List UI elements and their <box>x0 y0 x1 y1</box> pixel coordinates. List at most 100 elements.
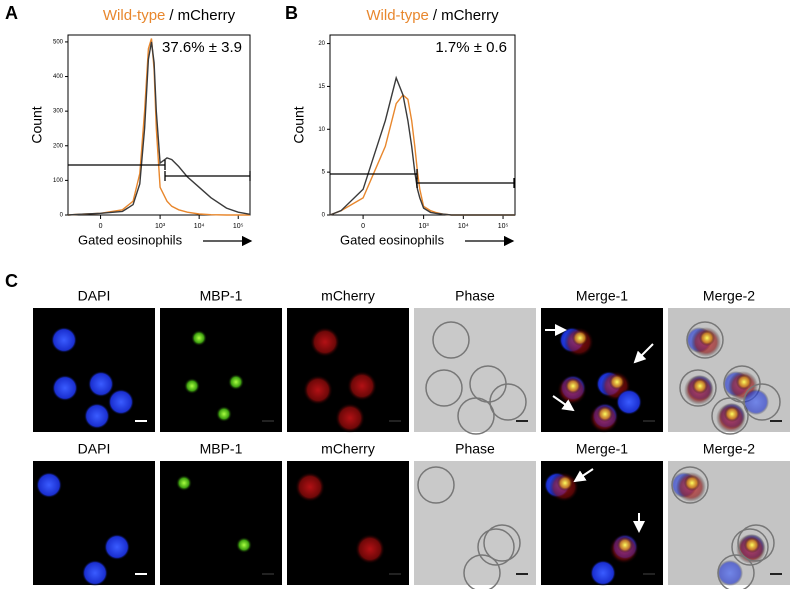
x-tick-label: 10³ <box>155 223 166 230</box>
y-tick-label: 300 <box>53 109 64 115</box>
x-tick-label: 0 <box>361 223 365 230</box>
mbp-signal <box>736 374 752 390</box>
micrograph <box>160 461 282 585</box>
channel-label: DAPI <box>78 441 111 457</box>
micrograph <box>414 461 536 589</box>
image-bg <box>414 461 536 585</box>
x-axis-label: Gated eosinophils <box>340 232 445 247</box>
mcherry-signal <box>303 375 333 405</box>
mbp-signal <box>609 374 625 390</box>
histogram-line <box>67 38 250 216</box>
legend-entry: Wild-type <box>366 7 429 24</box>
nucleus <box>108 389 134 415</box>
scale-bar <box>516 573 528 575</box>
mcherry-signal <box>335 403 365 433</box>
scale-bar <box>389 573 401 575</box>
legend-entry: mCherry <box>178 7 236 24</box>
y-tick-label: 0 <box>60 213 64 219</box>
x-tick-label: 10⁴ <box>194 223 205 230</box>
channel-label: mCherry <box>321 441 375 457</box>
arrow <box>573 468 594 483</box>
scale-bar <box>770 420 782 422</box>
panel-label: B <box>285 3 298 23</box>
mbp-signal <box>699 330 715 346</box>
mcherry-signal <box>355 534 385 564</box>
y-tick-label: 400 <box>53 74 64 80</box>
cell-outline <box>483 524 521 562</box>
scale-bar <box>643 420 655 422</box>
channel-label: MBP-1 <box>200 288 243 304</box>
y-axis-label: Count <box>291 106 307 143</box>
y-tick-label: 15 <box>318 84 325 90</box>
scale-bar <box>516 420 528 422</box>
cell-outline <box>737 524 775 562</box>
x-tick-label: 10⁴ <box>458 223 469 230</box>
y-tick-label: 0 <box>322 213 326 219</box>
channel-label: Merge-2 <box>703 441 755 457</box>
micrograph <box>160 308 282 432</box>
mbp-signal <box>216 406 232 422</box>
y-tick-label: 20 <box>318 41 325 47</box>
nucleus <box>104 534 130 560</box>
legend-separator: / <box>169 7 174 24</box>
channel-label: DAPI <box>78 288 111 304</box>
cell-outline <box>463 554 501 589</box>
y-tick-label: 100 <box>53 178 64 184</box>
legend: Wild-type / mCherry <box>103 7 236 24</box>
micrograph <box>33 461 155 586</box>
mbp-signal <box>744 537 760 553</box>
nucleus <box>743 389 769 415</box>
arrow <box>552 395 575 412</box>
panel-label: C <box>5 271 18 291</box>
mbp-signal <box>191 330 207 346</box>
mbp-signal <box>228 374 244 390</box>
cell-outline <box>743 383 781 421</box>
cell-outline <box>686 321 724 359</box>
nucleus <box>616 389 642 415</box>
nucleus <box>51 327 77 353</box>
nucleus <box>36 472 62 498</box>
scale-bar <box>770 573 782 575</box>
mbp-signal <box>724 406 740 422</box>
x-tick-label: 0 <box>99 223 103 230</box>
histogram-line <box>329 93 515 216</box>
mcherry-signal <box>310 327 340 357</box>
legend-entry: Wild-type <box>103 7 166 24</box>
cell-outline <box>432 321 470 359</box>
micrograph <box>668 461 790 589</box>
x-tick-label: 10³ <box>419 223 430 230</box>
annotation: 1.7% ± 0.6 <box>435 39 507 56</box>
scale-bar <box>389 420 401 422</box>
scale-bar <box>643 573 655 575</box>
mbp-signal <box>176 475 192 491</box>
micrographs: C DAPI MBP-1 mCherry Phase Merge-1 Merge-2 DAPI… <box>5 271 790 589</box>
mbp-signal <box>684 475 700 491</box>
channel-label: Phase <box>455 441 495 457</box>
channel-label: Merge-2 <box>703 288 755 304</box>
mbp-signal <box>572 330 588 346</box>
channel-label: mCherry <box>321 288 375 304</box>
cell-outline <box>717 554 755 589</box>
mcherry-signal <box>347 371 377 401</box>
image-bg <box>414 308 536 432</box>
panel-label: A <box>5 3 18 23</box>
cell-outline <box>477 528 515 566</box>
legend-entry: mCherry <box>441 7 499 24</box>
nucleus <box>717 560 743 586</box>
y-tick-label: 200 <box>53 143 64 149</box>
x-tick-label: 10⁵ <box>233 223 244 230</box>
channel-label: Merge-1 <box>576 288 628 304</box>
x-tick-label: 10⁵ <box>498 223 509 230</box>
y-tick-label: 5 <box>322 170 326 176</box>
mbp-signal <box>692 378 708 394</box>
legend-separator: / <box>433 7 438 24</box>
micrograph <box>414 308 536 435</box>
plot-frame <box>67 34 251 216</box>
nucleus <box>84 403 110 429</box>
cell-outline <box>457 397 495 435</box>
scale-bar <box>135 573 147 575</box>
mbp-signal <box>557 475 573 491</box>
channel-label: MBP-1 <box>200 441 243 457</box>
histogram-line <box>67 41 251 216</box>
